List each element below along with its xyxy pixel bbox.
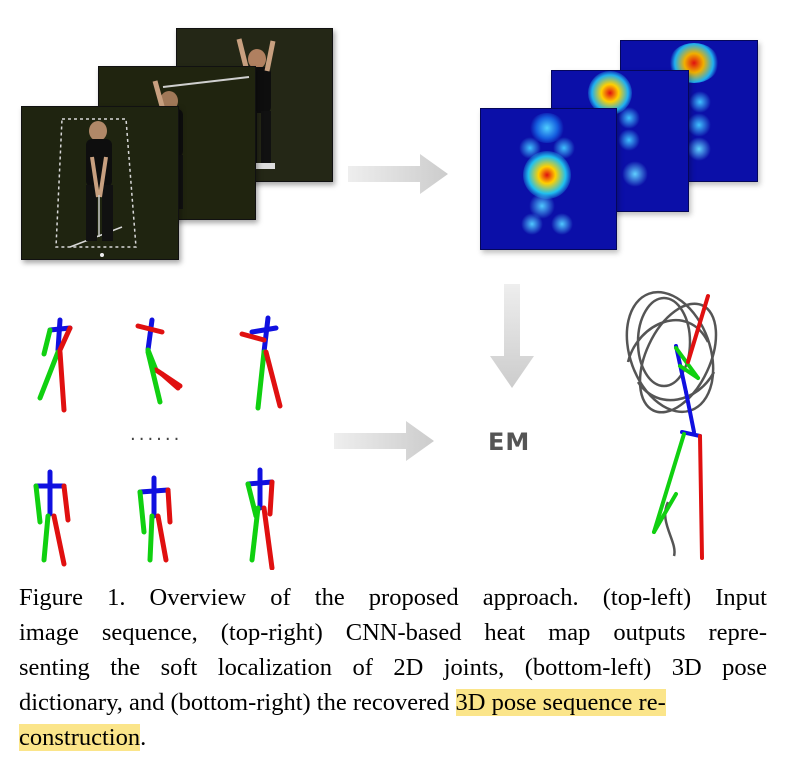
reconstructed-3d-pose bbox=[625, 290, 718, 560]
pose-atom-4 bbox=[33, 469, 71, 567]
arrow-right-icon bbox=[334, 421, 434, 461]
caption-line-4-text: dictionary, and (bottom-right) the recov… bbox=[19, 689, 456, 716]
arrow-right-icon bbox=[348, 154, 448, 194]
input-frame-1 bbox=[21, 106, 179, 260]
caption-highlight-a: 3D pose sequence re- bbox=[455, 689, 666, 716]
caption-line-2: image sequence, (top-right) CNN-based he… bbox=[19, 619, 767, 646]
pose-atom-1 bbox=[37, 317, 73, 413]
pose-atom-2 bbox=[135, 317, 183, 405]
caption-line-1: Figure 1. Overview of the proposed appro… bbox=[19, 584, 767, 611]
caption-tail: . bbox=[140, 724, 147, 751]
pose-dictionary bbox=[33, 315, 283, 570]
pose-atom-6 bbox=[245, 467, 275, 570]
heatmap-1 bbox=[480, 108, 617, 250]
pose-atom-5 bbox=[137, 475, 173, 563]
figure-panel: ...... EM bbox=[21, 28, 758, 570]
caption-line-3: senting the soft localization of 2D join… bbox=[19, 654, 767, 681]
ellipsis: ...... bbox=[130, 424, 183, 445]
arrow-down-icon bbox=[490, 284, 534, 388]
pose-atom-3 bbox=[239, 315, 283, 411]
caption-line-5: construction. bbox=[19, 720, 767, 755]
caption-highlight-b: construction bbox=[19, 724, 141, 751]
em-label: EM bbox=[488, 428, 531, 456]
caption-line-4: dictionary, and (bottom-right) the recov… bbox=[19, 685, 767, 720]
joint-trajectories bbox=[625, 290, 718, 557]
figure-caption: Figure 1. Overview of the proposed appro… bbox=[19, 580, 767, 755]
